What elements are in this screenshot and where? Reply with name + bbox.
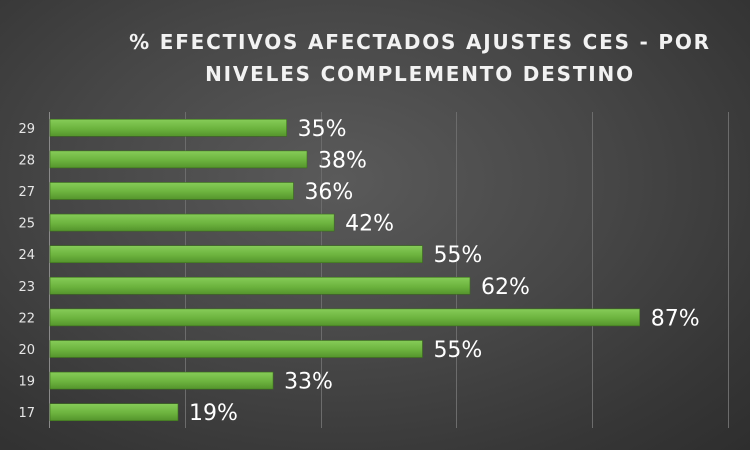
data-label: 35% bbox=[298, 117, 347, 142]
data-label: 42% bbox=[345, 212, 394, 237]
bar bbox=[49, 182, 294, 200]
data-label: 36% bbox=[304, 180, 353, 205]
bars bbox=[49, 118, 641, 422]
category-tick-label: 28 bbox=[18, 153, 35, 168]
bar bbox=[49, 403, 179, 422]
bar bbox=[49, 213, 335, 232]
category-tick-label: 25 bbox=[18, 217, 35, 232]
data-label: 33% bbox=[284, 370, 333, 395]
data-label: 38% bbox=[318, 148, 367, 173]
chart-title-line-1: % EFECTIVOS AFECTADOS AJUSTES CES - POR bbox=[129, 30, 711, 54]
data-labels: 35% 38% 36% 42% 55% 62% 87% 55% 33% 19% bbox=[189, 117, 700, 426]
bar bbox=[49, 276, 471, 295]
data-label: 87% bbox=[651, 306, 700, 331]
category-tick-label: 17 bbox=[18, 406, 35, 421]
bar bbox=[49, 371, 274, 390]
category-tick-label: 29 bbox=[18, 122, 35, 137]
chart-title-line-2: NIVELES COMPLEMENTO DESTINO bbox=[205, 62, 635, 86]
data-label: 62% bbox=[481, 275, 530, 300]
category-tick-label: 22 bbox=[18, 311, 35, 326]
category-tick-label: 20 bbox=[18, 343, 35, 358]
bar bbox=[49, 118, 287, 137]
bar bbox=[49, 308, 641, 327]
data-label: 55% bbox=[433, 338, 482, 363]
bar bbox=[49, 245, 423, 264]
category-tick-label: 24 bbox=[18, 248, 35, 263]
category-tick-label: 27 bbox=[18, 185, 35, 200]
category-axis: 29 28 27 25 24 23 22 20 19 17 bbox=[18, 122, 35, 421]
chart-title: % EFECTIVOS AFECTADOS AJUSTES CES - POR … bbox=[0, 26, 750, 90]
category-tick-label: 19 bbox=[18, 375, 35, 390]
bar bbox=[49, 150, 308, 169]
bar bbox=[49, 340, 423, 358]
category-tick-label: 23 bbox=[18, 280, 35, 295]
data-label: 55% bbox=[433, 243, 482, 268]
data-label: 19% bbox=[189, 401, 238, 426]
